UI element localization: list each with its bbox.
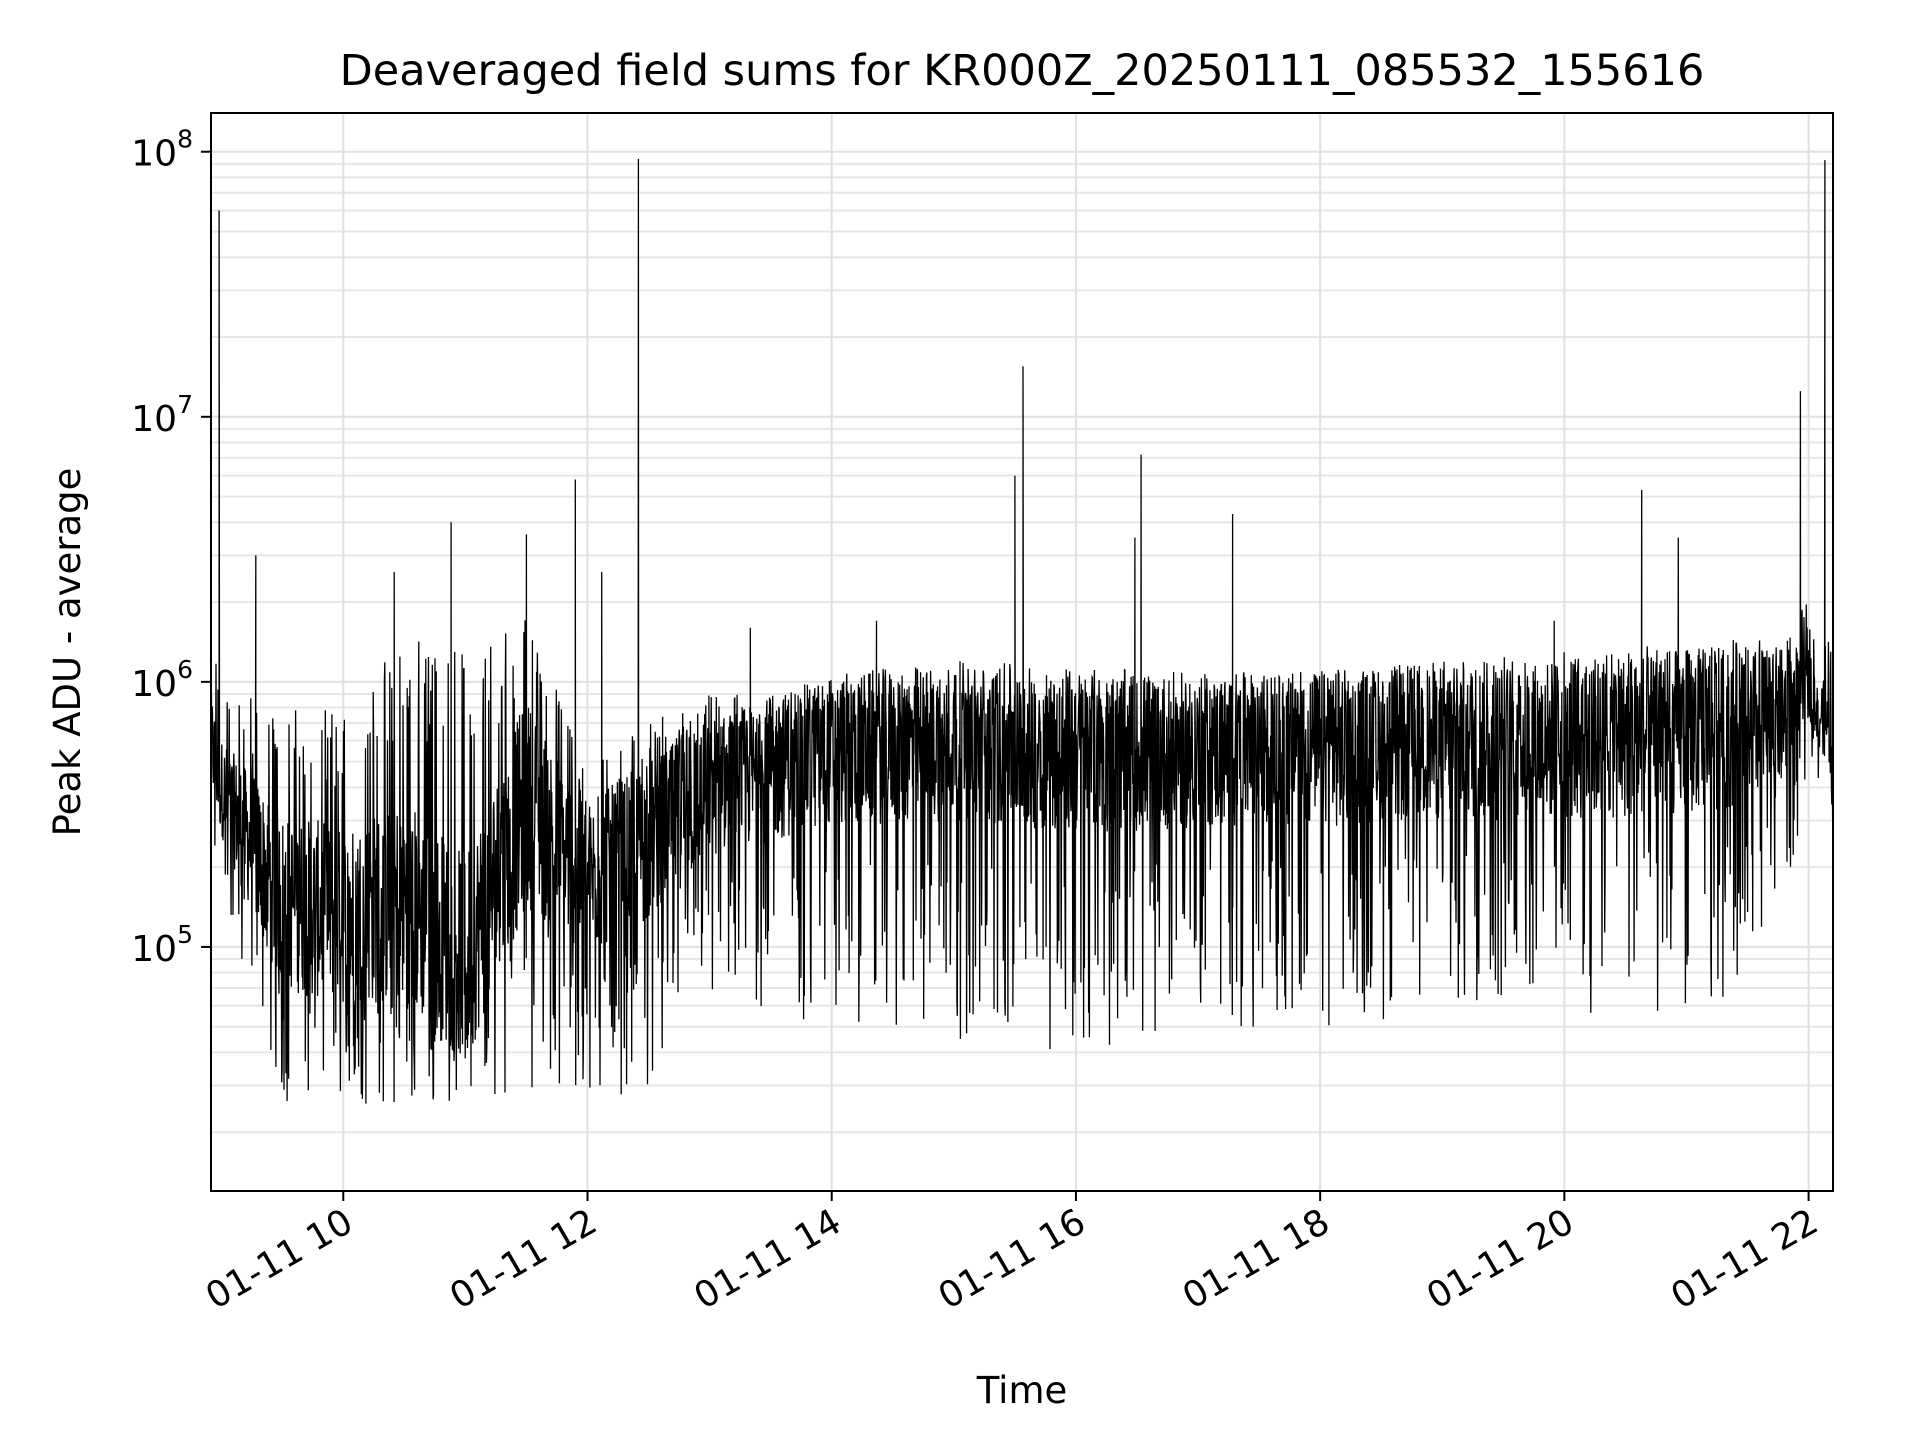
plot-area bbox=[211, 158, 1833, 1104]
y-tick-label: 108 bbox=[131, 125, 193, 175]
y-axis: 105 106 107 108 bbox=[131, 125, 211, 970]
chart-title: Deaveraged field sums for KR000Z_2025011… bbox=[340, 46, 1705, 96]
x-axis-label: Time bbox=[976, 1369, 1068, 1412]
series-line bbox=[211, 158, 1833, 1104]
y-tick-label: 105 bbox=[131, 920, 193, 970]
y-axis-label: Peak ADU - average bbox=[46, 468, 89, 837]
y-tick-label: 106 bbox=[131, 655, 193, 705]
plot-frame bbox=[210, 112, 1834, 1192]
y-tick-label: 107 bbox=[131, 390, 193, 440]
